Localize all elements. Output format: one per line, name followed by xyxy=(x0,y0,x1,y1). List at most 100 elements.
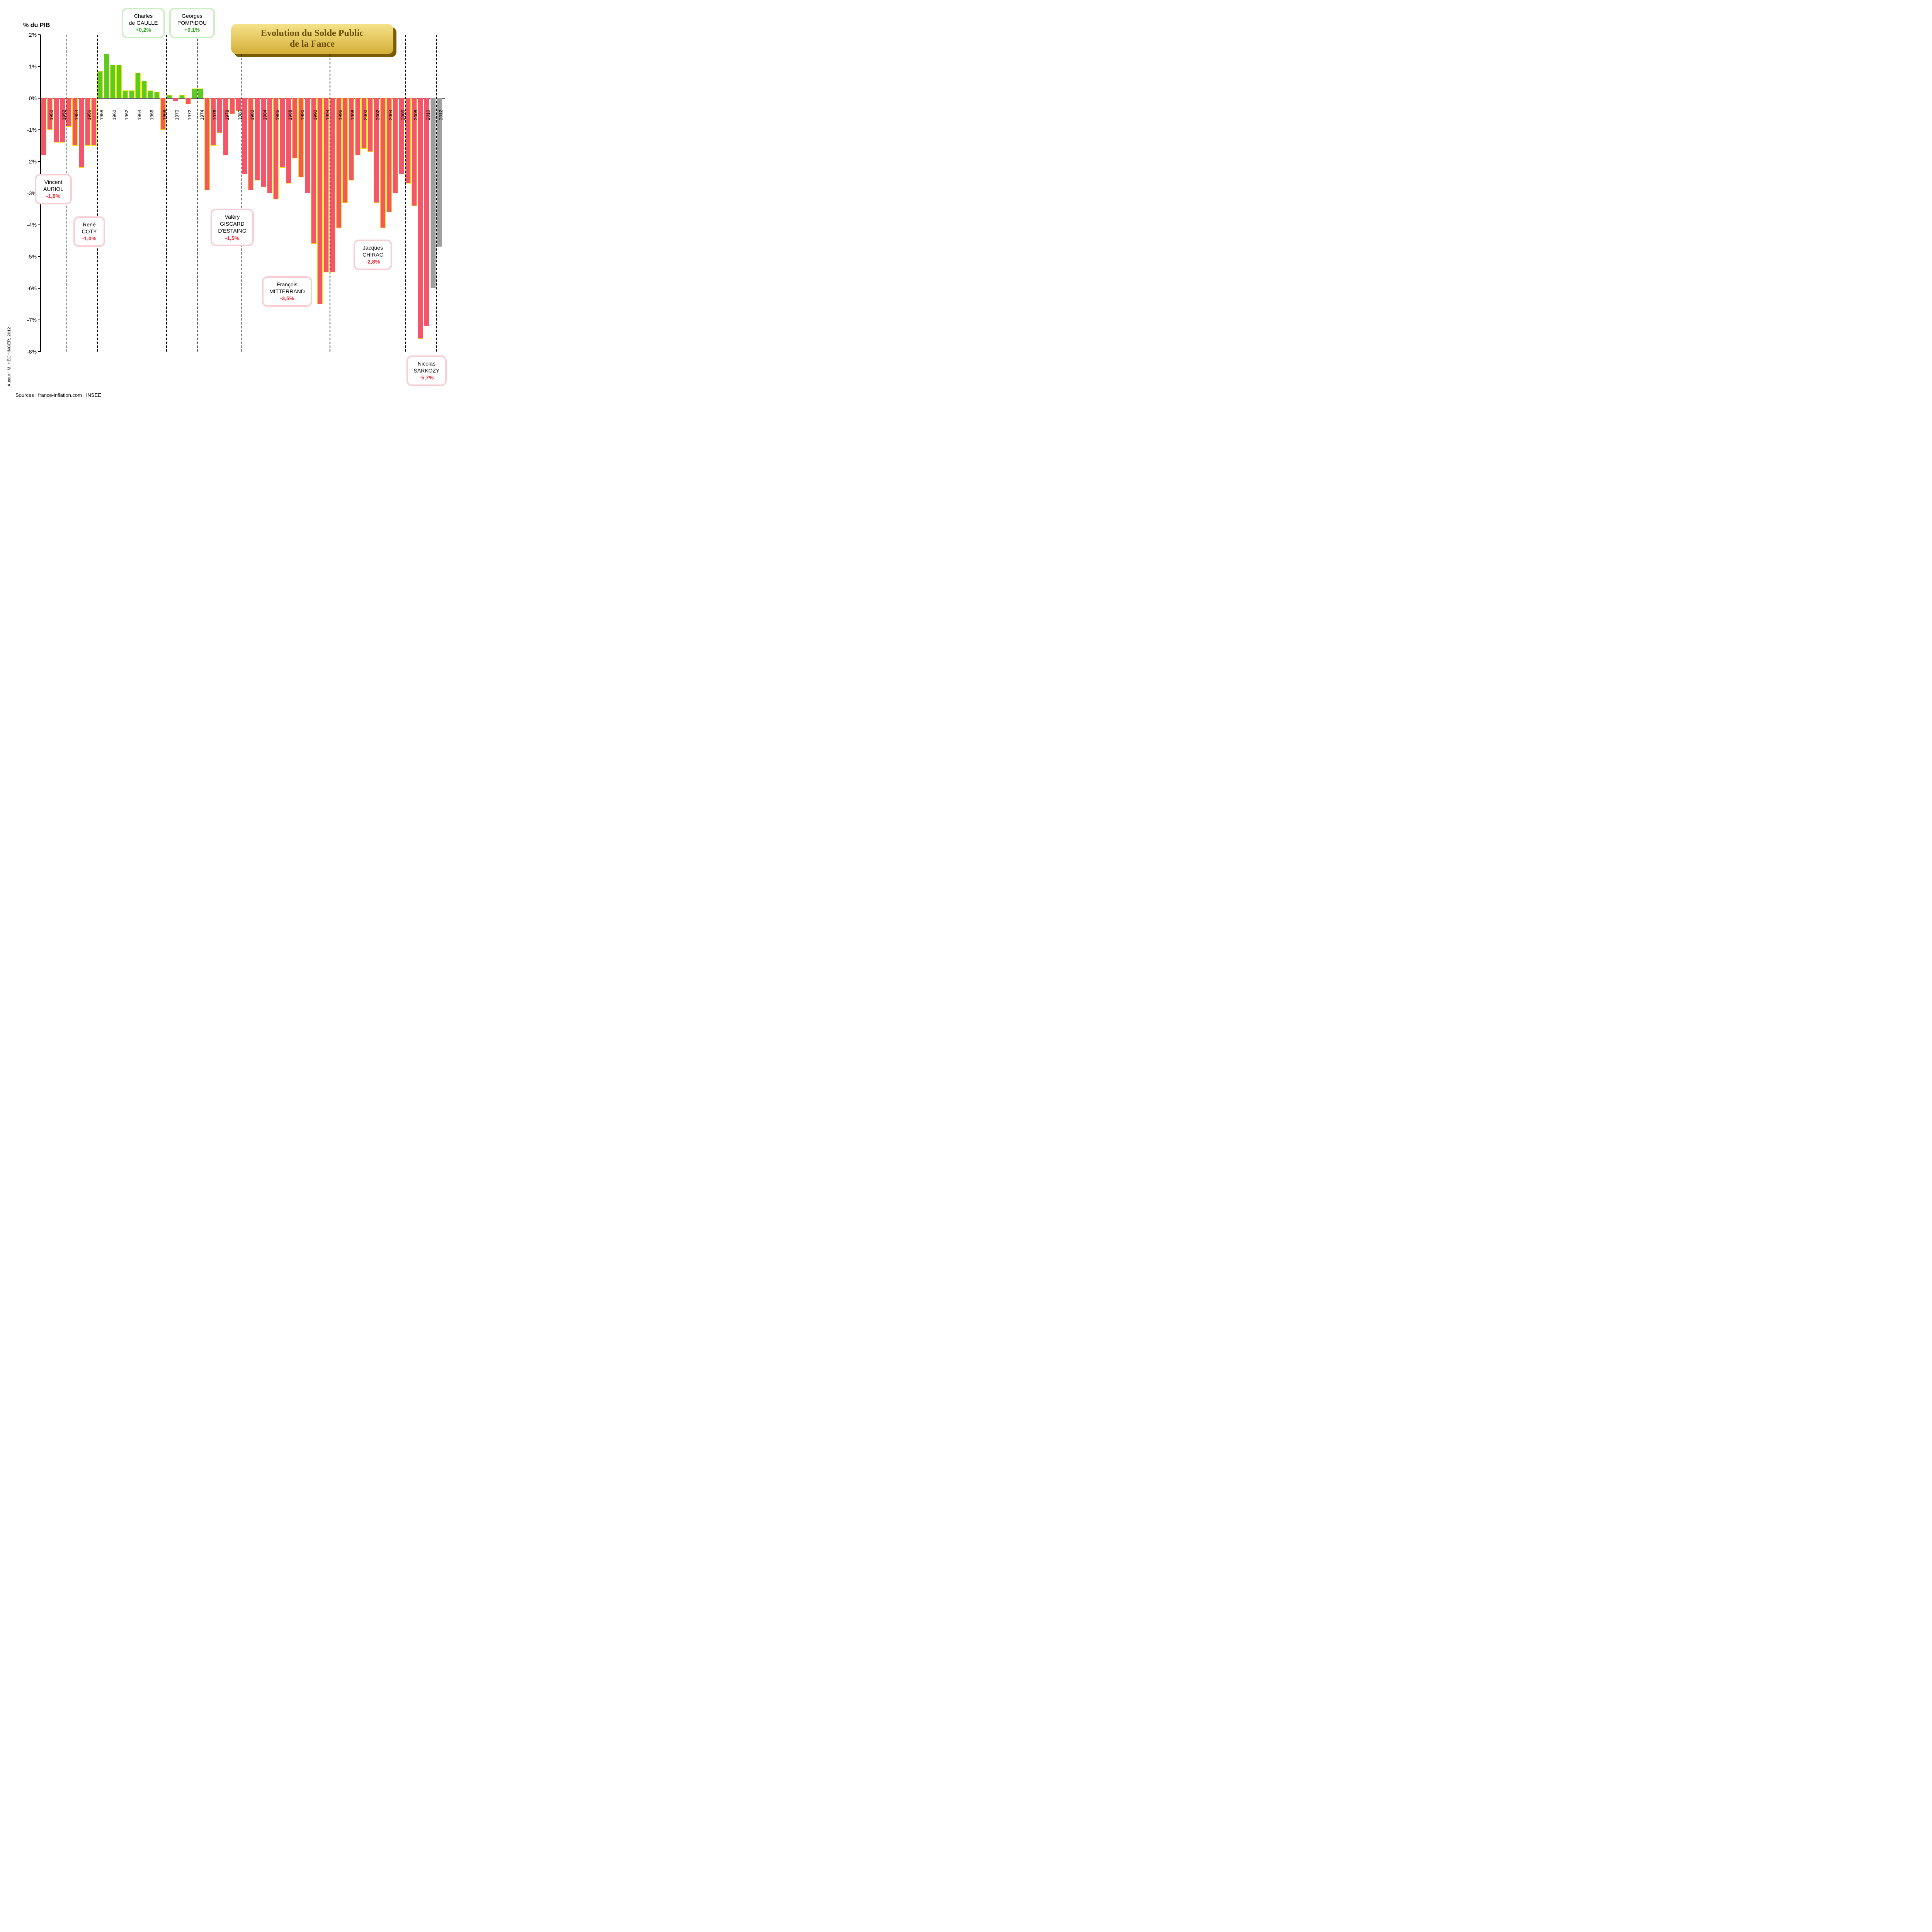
bar xyxy=(141,81,147,98)
term-divider xyxy=(405,35,406,352)
x-tick-label: 1960 xyxy=(112,110,117,123)
bar xyxy=(122,90,128,99)
bar xyxy=(292,98,298,158)
president-value: -1,6% xyxy=(40,192,66,199)
president-value: +0,2% xyxy=(127,26,160,33)
bar xyxy=(54,98,59,143)
bar xyxy=(204,98,210,190)
y-tick-label: 0% xyxy=(17,95,37,101)
bar xyxy=(236,98,241,111)
x-tick-label: 2012 xyxy=(438,110,444,123)
x-tick-label: 1986 xyxy=(275,110,280,123)
x-tick-label: 1992 xyxy=(313,110,318,123)
y-tick-mark xyxy=(38,98,41,99)
president-name: FrançoisMITTERRAND xyxy=(267,281,307,295)
bar xyxy=(418,98,423,339)
x-tick-label: 1962 xyxy=(124,110,129,123)
y-tick-label: 1% xyxy=(17,63,37,70)
y-tick-label: -6% xyxy=(17,285,37,291)
x-tick-label: 1996 xyxy=(338,110,343,123)
x-tick-label: 1984 xyxy=(262,110,268,123)
term-divider xyxy=(166,35,167,352)
bar xyxy=(255,98,260,180)
bar xyxy=(104,54,109,98)
x-tick-label: 1978 xyxy=(224,110,230,123)
x-tick-label: 2010 xyxy=(425,110,431,123)
bar xyxy=(173,98,178,101)
y-tick-label: 2% xyxy=(17,32,37,38)
bar xyxy=(317,98,323,304)
bar xyxy=(242,98,247,174)
bar xyxy=(148,90,153,99)
president-name: GeorgesPOMPIDOU xyxy=(175,12,209,26)
x-tick-label: 1958 xyxy=(99,110,104,123)
x-tick-label: 1988 xyxy=(287,110,293,123)
bar xyxy=(305,98,310,193)
bar xyxy=(430,98,436,288)
source-text: Sources : france-inflation.com ; INSEE xyxy=(15,392,101,398)
x-tick-label: 1990 xyxy=(300,110,305,123)
x-tick-label: 1974 xyxy=(199,110,205,123)
y-tick-mark xyxy=(38,256,41,257)
president-name: NicolasSARKOZY xyxy=(412,360,441,374)
president-box-chirac: JacquesCHIRAC-2,8% xyxy=(354,240,392,270)
x-tick-label: 1982 xyxy=(250,110,255,123)
bar xyxy=(192,88,197,98)
bar xyxy=(91,98,97,146)
bar xyxy=(330,98,335,272)
bar xyxy=(280,98,285,168)
bar xyxy=(323,98,329,272)
bar xyxy=(380,98,386,228)
president-box-giscard: ValéryGISCARDD'ESTAING-1,5% xyxy=(211,209,254,246)
y-tick-mark xyxy=(38,34,41,35)
president-box-mitterrand: FrançoisMITTERRAND-3,5% xyxy=(262,276,312,307)
president-box-auriol: VincentAURIOL-1,6% xyxy=(35,174,72,204)
y-tick-label: -7% xyxy=(17,317,37,323)
term-divider xyxy=(197,35,198,352)
bar xyxy=(230,98,235,114)
president-name: VincentAURIOL xyxy=(40,179,66,192)
title-line-1: Evolution du Solde Public xyxy=(231,28,393,39)
y-tick-mark xyxy=(38,129,41,130)
president-value: -3,5% xyxy=(267,295,307,302)
x-tick-label: 1998 xyxy=(350,110,355,123)
bar xyxy=(361,98,367,149)
x-tick-label: 1970 xyxy=(174,110,180,123)
x-tick-label: 1964 xyxy=(137,110,142,123)
x-tick-label: 1956 xyxy=(87,110,92,123)
bar xyxy=(405,98,411,184)
x-tick-label: 2002 xyxy=(375,110,381,123)
bar xyxy=(110,65,116,98)
y-tick-label: -3% xyxy=(17,190,37,196)
bar xyxy=(97,71,103,98)
president-name: Charlesde GAULLE xyxy=(127,12,160,26)
bar xyxy=(66,98,71,127)
president-box-degaulle: Charlesde GAULLE+0,2% xyxy=(122,8,165,38)
y-tick-label: -8% xyxy=(17,349,37,355)
bar xyxy=(342,98,348,203)
x-tick-label: 2004 xyxy=(388,110,393,123)
bar xyxy=(217,98,222,133)
president-name: RenéCOTY xyxy=(79,221,100,235)
term-divider xyxy=(97,35,98,352)
bar xyxy=(135,73,141,98)
chart-title-plate: Evolution du Solde Public de la Fance xyxy=(231,24,393,54)
x-tick-label: 1966 xyxy=(149,110,155,123)
president-value: -2,8% xyxy=(359,258,387,265)
bar xyxy=(393,98,398,193)
y-tick-mark xyxy=(38,66,41,67)
president-box-coty: RenéCOTY-1,0% xyxy=(73,216,105,247)
y-tick-label: -4% xyxy=(17,222,37,228)
author-text: Auteur : M. HECHINGER, 2012 xyxy=(7,327,12,386)
canvas: % du PIB Evolution du Solde Public de la… xyxy=(0,0,464,402)
y-tick-mark xyxy=(38,351,41,352)
bar xyxy=(355,98,361,155)
x-tick-label: 2008 xyxy=(413,110,418,123)
y-tick-mark xyxy=(38,288,41,289)
president-box-sarkozy: NicolasSARKOZY-5,7% xyxy=(406,355,447,386)
bar xyxy=(116,65,122,98)
bar xyxy=(154,92,160,98)
x-tick-label: 1972 xyxy=(187,110,192,123)
bar xyxy=(129,90,134,99)
bar xyxy=(79,98,84,168)
